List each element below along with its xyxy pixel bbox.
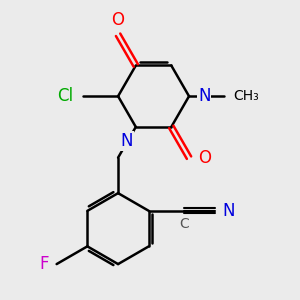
Text: N: N [223,202,235,220]
Text: C: C [179,218,189,231]
Text: O: O [112,11,124,29]
Text: F: F [39,255,49,273]
Text: CH₃: CH₃ [233,89,259,103]
Text: O: O [198,149,211,167]
Text: N: N [121,132,133,150]
Text: N: N [198,87,210,105]
Text: Cl: Cl [58,87,74,105]
